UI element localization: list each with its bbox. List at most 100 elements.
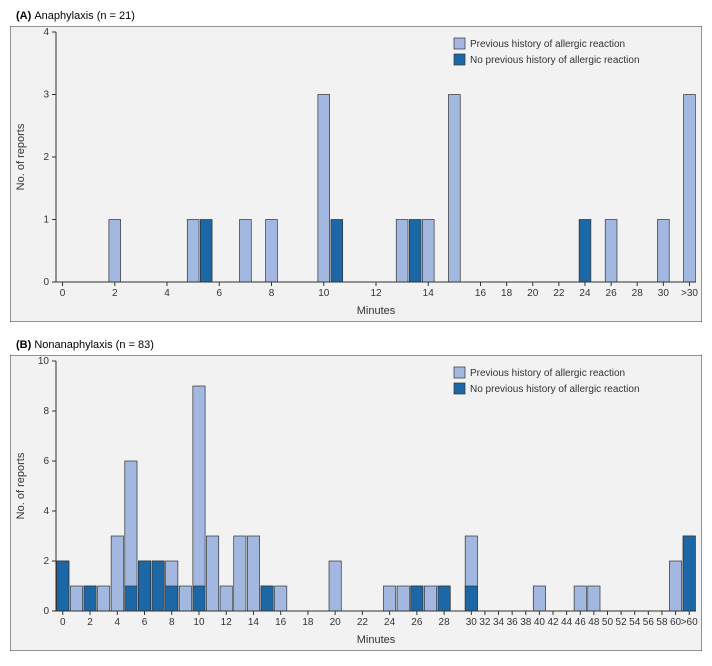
x-tick-label: 16 — [275, 617, 287, 628]
x-tick-label: 26 — [411, 617, 423, 628]
bar-prev — [657, 220, 669, 283]
x-tick-label: 46 — [575, 617, 587, 628]
bar-prev — [383, 586, 395, 611]
bar-noprev — [331, 220, 343, 283]
bar-prev — [98, 586, 110, 611]
bar-prev — [397, 586, 409, 611]
x-tick-label: 42 — [547, 617, 559, 628]
bar-prev — [179, 586, 191, 611]
x-tick-label: 22 — [553, 288, 565, 299]
x-tick-label: 6 — [142, 617, 148, 628]
legend-label: Previous history of allergic reaction — [470, 39, 625, 50]
x-tick-label: 22 — [357, 617, 369, 628]
bar-prev — [240, 220, 252, 283]
bar-prev — [424, 586, 436, 611]
legend-swatch — [454, 38, 465, 49]
x-tick-label: 50 — [602, 617, 614, 628]
y-tick-label: 1 — [43, 215, 49, 226]
bar-prev — [318, 95, 330, 283]
x-tick-label: 32 — [479, 617, 491, 628]
x-tick-label: 58 — [656, 617, 668, 628]
x-tick-label: 20 — [527, 288, 539, 299]
bar-noprev — [411, 586, 423, 611]
bar-prev — [669, 561, 681, 611]
y-tick-label: 2 — [43, 556, 49, 567]
x-tick-label: 24 — [579, 288, 591, 299]
x-tick-label: 30 — [466, 617, 478, 628]
panel-A-title-text: Anaphylaxis (n = 21) — [34, 10, 135, 22]
y-tick-label: 0 — [43, 277, 49, 288]
x-tick-label: 16 — [475, 288, 487, 299]
bar-prev — [574, 586, 586, 611]
bar-prev — [109, 220, 121, 283]
bar-noprev — [166, 586, 178, 611]
x-tick-label: 2 — [112, 288, 118, 299]
bar-prev — [588, 586, 600, 611]
legend-swatch — [454, 383, 465, 394]
x-tick-label: 12 — [221, 617, 233, 628]
legend-label: No previous history of allergic reaction — [470, 55, 640, 66]
y-tick-label: 4 — [43, 27, 49, 38]
bar-noprev — [683, 536, 695, 611]
legend-label: Previous history of allergic reaction — [470, 368, 625, 379]
x-tick-label: 28 — [439, 617, 451, 628]
x-tick-label: 8 — [169, 617, 175, 628]
y-tick-label: 0 — [43, 606, 49, 617]
panel-A-letter: (A) — [16, 10, 31, 22]
panel-A: (A) Anaphylaxis (n = 21) 012340246810121… — [10, 10, 702, 327]
panel-A-title: (A) Anaphylaxis (n = 21) — [16, 10, 702, 22]
x-tick-label: 40 — [534, 617, 546, 628]
bar-noprev — [152, 561, 164, 611]
y-tick-label: 3 — [43, 90, 49, 101]
x-tick-label: 54 — [629, 617, 641, 628]
x-tick-label: 18 — [501, 288, 513, 299]
x-tick-label: 10 — [318, 288, 330, 299]
legend-label: No previous history of allergic reaction — [470, 384, 640, 395]
chart-svg-B: 0246810024681012141618202224262830323436… — [10, 355, 702, 651]
x-tick-label: 30 — [658, 288, 670, 299]
bar-prev — [111, 536, 123, 611]
x-axis-label: Minutes — [357, 634, 396, 646]
bar-noprev — [200, 220, 212, 283]
x-tick-label: 14 — [248, 617, 260, 628]
bar-prev — [422, 220, 434, 283]
chart-B: 0246810024681012141618202224262830323436… — [10, 355, 702, 656]
panel-B-title: (B) Nonanaphylaxis (n = 83) — [16, 339, 702, 351]
bar-noprev — [84, 586, 96, 611]
y-tick-label: 4 — [43, 506, 49, 517]
x-tick-label: 34 — [493, 617, 505, 628]
x-tick-label: 0 — [60, 617, 66, 628]
bar-noprev — [438, 586, 450, 611]
bar-prev — [187, 220, 199, 283]
x-tick-label: 14 — [423, 288, 435, 299]
bar-noprev — [57, 561, 69, 611]
bar-prev — [266, 220, 278, 283]
panel-B-letter: (B) — [16, 339, 31, 351]
y-axis-label: No. of reports — [15, 123, 27, 190]
panel-B-title-text: Nonanaphylaxis (n = 83) — [34, 339, 154, 351]
x-tick-label: 4 — [164, 288, 170, 299]
y-tick-label: 10 — [38, 356, 50, 367]
bar-prev — [329, 561, 341, 611]
legend-swatch — [454, 367, 465, 378]
bar-prev — [234, 536, 246, 611]
panel-B: (B) Nonanaphylaxis (n = 83) 024681002468… — [10, 339, 702, 656]
y-axis-label: No. of reports — [15, 452, 27, 519]
bar-noprev — [465, 586, 477, 611]
bar-prev — [247, 536, 259, 611]
x-tick-label: 52 — [616, 617, 628, 628]
bar-prev — [206, 536, 218, 611]
y-tick-label: 6 — [43, 456, 49, 467]
x-axis-label: Minutes — [357, 305, 396, 317]
bar-prev — [70, 586, 82, 611]
x-tick-label: 24 — [384, 617, 396, 628]
bar-prev — [275, 586, 287, 611]
bar-noprev — [409, 220, 421, 283]
chart-A: 01234024681012141618202224262830>30No. o… — [10, 26, 702, 327]
x-tick-label: 12 — [370, 288, 382, 299]
x-tick-label: 44 — [561, 617, 573, 628]
x-tick-label: 20 — [330, 617, 342, 628]
x-tick-label: 56 — [643, 617, 655, 628]
bar-prev — [605, 220, 617, 283]
bar-prev — [193, 386, 205, 611]
